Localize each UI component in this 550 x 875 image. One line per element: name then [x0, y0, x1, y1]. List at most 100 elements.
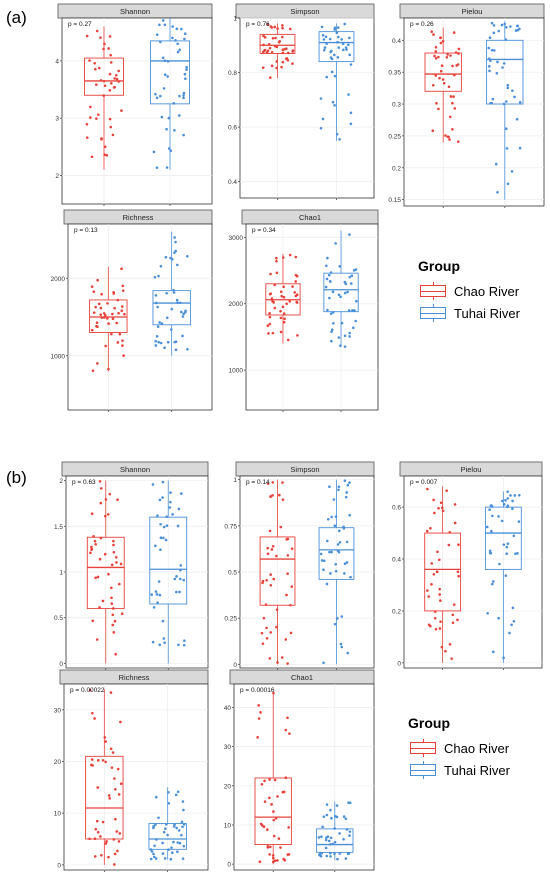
- data-point: [181, 800, 185, 803]
- data-point: [114, 652, 118, 656]
- data-point: [170, 846, 173, 849]
- data-point: [171, 36, 174, 40]
- y-tick-label: 0.35: [388, 70, 401, 77]
- y-tick-label: 3000: [229, 235, 244, 242]
- data-point: [156, 325, 160, 328]
- data-point: [294, 273, 298, 277]
- data-point: [117, 311, 120, 315]
- data-point: [151, 483, 155, 486]
- y-tick-label: 0: [233, 662, 237, 669]
- data-point: [95, 638, 99, 641]
- data-point: [182, 643, 186, 647]
- y-tick-label: 1000: [51, 353, 66, 360]
- data-point: [487, 57, 491, 60]
- data-point: [115, 77, 119, 81]
- legend-label-tuhai: Tuhai River: [454, 305, 520, 321]
- data-point: [518, 101, 522, 104]
- data-point: [173, 236, 176, 239]
- data-point: [103, 736, 107, 739]
- data-point: [97, 66, 101, 70]
- data-point: [180, 492, 183, 495]
- data-point: [158, 498, 162, 502]
- data-point: [178, 577, 182, 581]
- data-point: [115, 561, 118, 564]
- data-point: [324, 846, 328, 850]
- data-point: [95, 29, 99, 33]
- data-point: [180, 833, 183, 837]
- data-point: [338, 137, 341, 141]
- data-point: [175, 826, 178, 830]
- data-point: [457, 47, 461, 51]
- data-point: [155, 838, 158, 841]
- data-point: [159, 536, 163, 540]
- box-iqr: [152, 290, 191, 326]
- data-point: [266, 324, 270, 328]
- data-point: [90, 758, 94, 761]
- data-point: [269, 495, 272, 498]
- data-point: [321, 34, 325, 37]
- box-tuhai-river: [149, 480, 188, 664]
- data-point: [98, 606, 101, 609]
- data-point: [93, 855, 97, 858]
- data-point: [93, 717, 96, 720]
- facet-title: Pielou: [462, 7, 483, 16]
- data-point: [506, 83, 510, 87]
- data-point: [437, 507, 440, 510]
- data-point: [348, 275, 352, 279]
- data-point: [154, 857, 158, 860]
- data-point: [171, 851, 174, 855]
- data-point: [112, 631, 116, 634]
- data-point: [326, 256, 329, 260]
- data-point: [101, 599, 105, 603]
- data-point: [271, 856, 275, 860]
- facet-title: Simpson: [290, 7, 319, 16]
- data-point: [266, 552, 270, 556]
- data-point: [159, 341, 163, 345]
- data-point: [279, 290, 283, 294]
- data-point: [185, 65, 188, 69]
- data-point: [342, 837, 345, 841]
- data-point: [333, 622, 337, 626]
- data-point: [328, 851, 332, 855]
- data-point: [276, 27, 279, 30]
- data-point: [119, 782, 123, 785]
- data-point: [491, 514, 494, 518]
- data-point: [174, 340, 178, 343]
- data-point: [100, 854, 103, 857]
- data-point: [329, 56, 333, 59]
- box-chao-river: [265, 253, 301, 344]
- data-point: [343, 562, 347, 566]
- data-point: [326, 308, 329, 312]
- data-point: [439, 620, 442, 623]
- data-point: [512, 534, 516, 538]
- data-point: [281, 305, 285, 309]
- y-tick-label: 30: [54, 707, 62, 714]
- data-point: [105, 317, 109, 320]
- data-point: [275, 554, 278, 558]
- box-iqr: [484, 506, 522, 570]
- data-point: [104, 842, 108, 845]
- data-point: [329, 808, 332, 812]
- data-point: [108, 492, 112, 496]
- data-point: [438, 627, 442, 630]
- data-point: [283, 47, 286, 51]
- data-point: [330, 550, 333, 554]
- data-point: [157, 274, 160, 278]
- data-point: [168, 506, 172, 509]
- data-point: [286, 572, 289, 575]
- data-point: [288, 732, 291, 735]
- data-point: [330, 515, 333, 519]
- data-point: [92, 534, 95, 538]
- data-point: [99, 36, 102, 39]
- data-point: [326, 835, 330, 838]
- data-point: [348, 830, 352, 833]
- data-point: [445, 55, 449, 59]
- data-point: [329, 855, 332, 858]
- data-point: [123, 312, 126, 316]
- data-point: [268, 315, 272, 319]
- data-point: [116, 849, 119, 853]
- y-tick-label: 0.2: [392, 608, 401, 615]
- data-point: [512, 619, 516, 623]
- data-point: [340, 615, 344, 618]
- data-point: [348, 36, 351, 40]
